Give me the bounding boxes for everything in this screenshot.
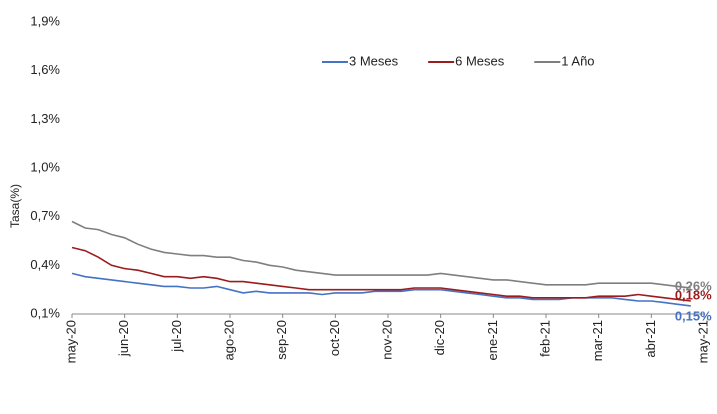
y-axis-label: Tasa(%) (8, 184, 22, 228)
y-tick-label: 1,6% (30, 62, 60, 77)
end-label: 0,18% (675, 287, 712, 302)
series-line (71, 220, 691, 289)
y-tick-label: 1,9% (30, 13, 60, 28)
x-tick-label: jul-20 (169, 320, 184, 353)
x-tick-label: ago-20 (221, 320, 236, 360)
end-label: 0,15% (675, 308, 712, 323)
series-line (71, 246, 691, 302)
x-tick-label: may-20 (63, 320, 78, 363)
legend-label: 1 Año (561, 53, 594, 68)
legend-label: 6 Meses (455, 53, 505, 68)
x-tick-label: abr-21 (643, 320, 658, 358)
x-tick-label: may-21 (695, 320, 710, 363)
x-tick-label: oct-20 (327, 320, 342, 356)
x-tick-label: jun-20 (116, 320, 131, 357)
y-tick-label: 0,4% (30, 257, 60, 272)
x-tick-label: nov-20 (379, 320, 394, 360)
end-label: 0,26% (675, 278, 712, 293)
y-tick-label: 1,3% (30, 111, 60, 126)
x-tick-label: feb-21 (537, 320, 552, 357)
y-tick-label: 0,7% (30, 208, 60, 223)
x-tick-label: mar-21 (590, 320, 605, 361)
x-tick-label: dic-20 (432, 320, 447, 355)
y-tick-label: 0,1% (30, 305, 60, 320)
legend-label: 3 Meses (349, 53, 399, 68)
x-tick-label: sep-20 (274, 320, 289, 360)
y-tick-label: 1,0% (30, 159, 60, 174)
x-tick-label: ene-21 (485, 320, 500, 360)
